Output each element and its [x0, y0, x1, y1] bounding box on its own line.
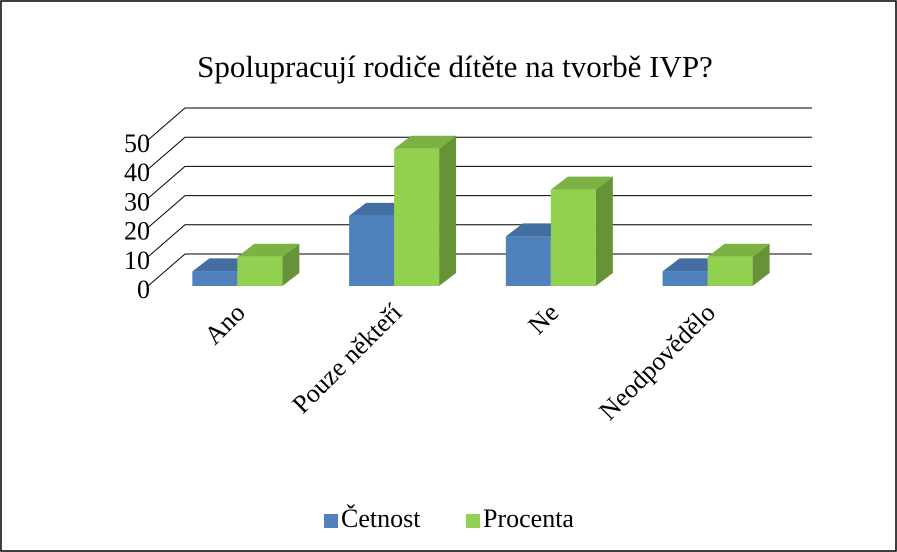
bar-front: [349, 215, 395, 286]
legend-swatch: [466, 514, 480, 528]
chart-title: Spolupracují rodiče dítěte na tvorbě IVP…: [197, 49, 713, 84]
bar: [550, 176, 613, 286]
bar-front: [237, 256, 283, 286]
y-tick-label: 0: [137, 275, 150, 304]
bar-front: [394, 148, 440, 286]
y-tick-label: 10: [124, 246, 150, 275]
y-tick-label: 30: [124, 187, 150, 216]
legend-swatch: [324, 514, 338, 528]
bar-front: [707, 256, 753, 286]
bar: [237, 243, 300, 286]
bar-side: [752, 243, 770, 286]
legend-label: Procenta: [483, 504, 574, 533]
bar-top: [394, 135, 457, 149]
bar-top: [550, 176, 613, 190]
bar-front: [550, 189, 596, 286]
bar-side: [439, 135, 457, 286]
bar-top: [707, 243, 770, 257]
bar: [394, 135, 457, 286]
grid-line: [147, 165, 812, 199]
bar-side: [595, 176, 613, 286]
bar-side: [282, 243, 300, 286]
bar-top: [237, 243, 300, 257]
grid-line: [147, 136, 812, 170]
bar-front: [505, 236, 551, 286]
legend-label: Četnost: [341, 504, 421, 533]
y-tick-label: 40: [124, 158, 150, 187]
bar-front: [662, 271, 708, 286]
y-tick-label: 50: [124, 129, 150, 158]
y-tick-label: 20: [124, 217, 150, 246]
grid-line: [147, 107, 812, 141]
bar: [707, 243, 770, 286]
bar-front: [192, 271, 238, 286]
